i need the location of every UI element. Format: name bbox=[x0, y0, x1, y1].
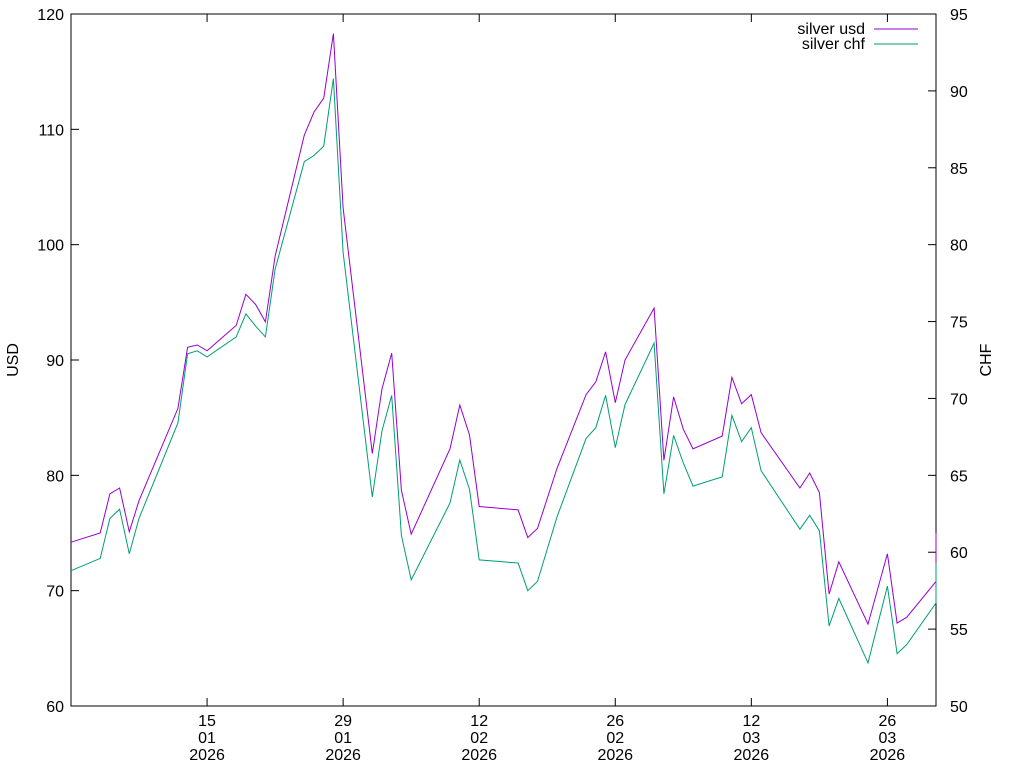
series-line-silver-usd bbox=[70, 33, 937, 626]
y-tick-label: 110 bbox=[38, 122, 64, 139]
x-tick-label: 2026 bbox=[189, 747, 225, 764]
y2-axis-label: CHF bbox=[978, 343, 995, 376]
y2-tick-label: 85 bbox=[950, 161, 968, 178]
series-line-silver-chf bbox=[70, 78, 937, 665]
y2-tick-label: 75 bbox=[950, 315, 968, 332]
x-tick-label: 01 bbox=[198, 730, 216, 747]
y-tick-label: 90 bbox=[46, 353, 64, 370]
x-tick-label: 2026 bbox=[597, 747, 633, 764]
x-axis: 1501202629012026120220262602202612032026… bbox=[189, 14, 905, 764]
y-tick-label: 100 bbox=[37, 238, 64, 255]
x-tick-label: 29 bbox=[334, 713, 352, 730]
y2-tick-label: 95 bbox=[950, 7, 968, 24]
x-tick-label: 12 bbox=[470, 713, 488, 730]
x-tick-label: 01 bbox=[334, 730, 352, 747]
x-tick-label: 2026 bbox=[734, 747, 770, 764]
x-tick-label: 2026 bbox=[461, 747, 497, 764]
y-axis-right: 50 55 60 65 70 75 80 85 90 95 bbox=[928, 7, 968, 716]
y-tick-label: 60 bbox=[46, 699, 64, 716]
x-tick-label: 12 bbox=[742, 713, 760, 730]
y-tick-label: 70 bbox=[46, 584, 64, 601]
series-lines bbox=[70, 33, 937, 665]
x-tick-label: 2026 bbox=[325, 747, 361, 764]
x-tick-label: 02 bbox=[606, 730, 624, 747]
x-tick-label: 2026 bbox=[870, 747, 906, 764]
x-tick-label: 26 bbox=[879, 713, 897, 730]
y-axis-label: USD bbox=[5, 343, 22, 377]
y2-tick-label: 65 bbox=[950, 468, 968, 485]
y-axis-left: 60 70 80 90 100 110 120 bbox=[37, 7, 79, 716]
legend-label: silver usd bbox=[797, 21, 865, 38]
y2-tick-label: 55 bbox=[950, 622, 968, 639]
plot-area bbox=[70, 13, 937, 707]
y2-tick-label: 80 bbox=[950, 238, 968, 255]
y-tick-label: 120 bbox=[37, 7, 64, 24]
x-tick-label: 03 bbox=[742, 730, 760, 747]
legend-label: silver chf bbox=[802, 36, 866, 53]
x-tick-label: 03 bbox=[879, 730, 897, 747]
y2-tick-label: 50 bbox=[950, 699, 968, 716]
y2-tick-label: 70 bbox=[950, 391, 968, 408]
x-tick-label: 15 bbox=[198, 713, 216, 730]
y2-tick-label: 90 bbox=[950, 84, 968, 101]
x-tick-label: 26 bbox=[606, 713, 624, 730]
y-tick-label: 80 bbox=[46, 468, 64, 485]
x-tick-label: 02 bbox=[470, 730, 488, 747]
y2-tick-label: 60 bbox=[950, 545, 968, 562]
